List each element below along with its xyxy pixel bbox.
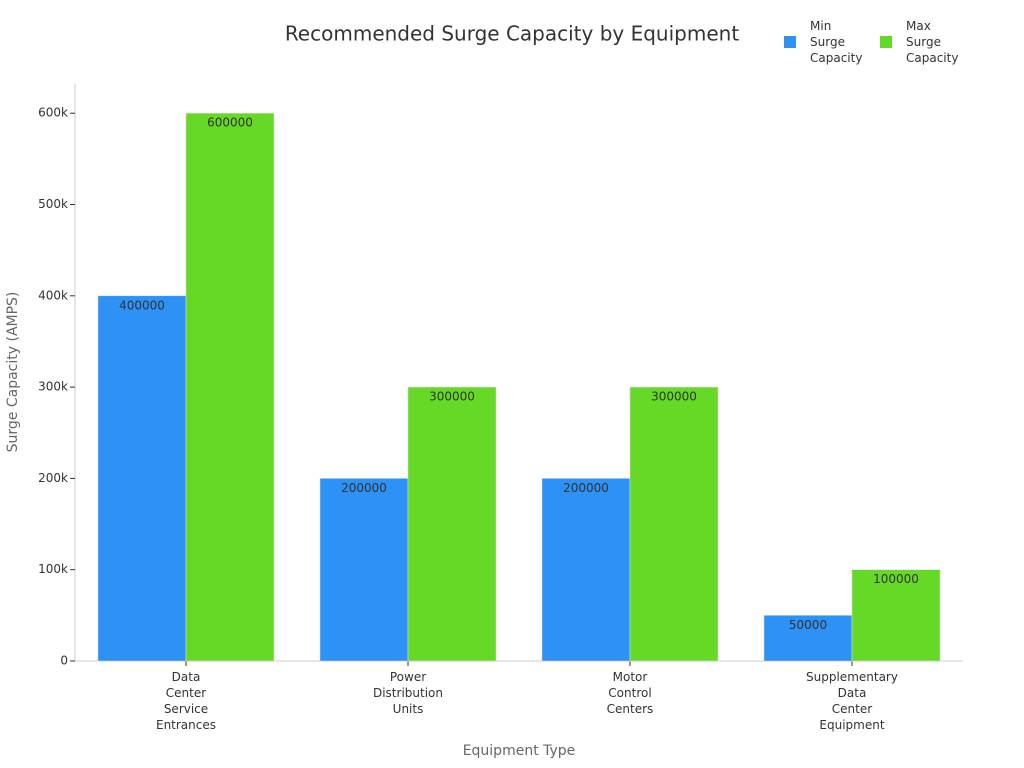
data-label: 400000: [119, 298, 165, 312]
bar: [541, 478, 631, 662]
data-label: 100000: [873, 572, 919, 586]
chart-title: Recommended Surge Capacity by Equipment: [285, 22, 740, 46]
data-label: 200000: [341, 481, 387, 495]
data-label: 600000: [207, 116, 253, 130]
y-tick-label: 400k: [38, 288, 68, 302]
data-label: 50000: [789, 618, 827, 632]
x-tick-label: Motor Control Centers: [607, 670, 654, 716]
x-tick-label: Data Center Service Entrances: [156, 670, 216, 732]
legend-label: Max Surge Capacity: [906, 19, 958, 65]
y-tick-label: 300k: [38, 380, 68, 394]
x-tick-label: Supplementary Data Center Equipment: [806, 670, 898, 732]
legend-label: Min Surge Capacity: [810, 19, 862, 65]
y-tick-label: 200k: [38, 471, 68, 485]
y-tick-label: 0: [60, 654, 68, 668]
x-tick-label: Power Distribution Units: [373, 670, 443, 716]
data-label: 300000: [651, 390, 697, 404]
x-axis-label: Equipment Type: [463, 743, 576, 759]
bar: [407, 386, 497, 662]
bar: [763, 615, 853, 662]
bar: [851, 569, 941, 662]
y-tick-label: 600k: [38, 106, 68, 120]
legend-swatch: [880, 36, 892, 48]
y-tick-label: 500k: [38, 197, 68, 211]
bar: [319, 478, 409, 662]
bar: [629, 386, 719, 662]
legend-swatch: [784, 36, 796, 48]
y-axis-label: Surge Capacity (AMPS): [5, 292, 21, 453]
bar: [185, 112, 275, 662]
data-label: 200000: [563, 481, 609, 495]
data-label: 300000: [429, 390, 475, 404]
bar: [97, 295, 187, 662]
y-tick-label: 100k: [38, 562, 68, 576]
